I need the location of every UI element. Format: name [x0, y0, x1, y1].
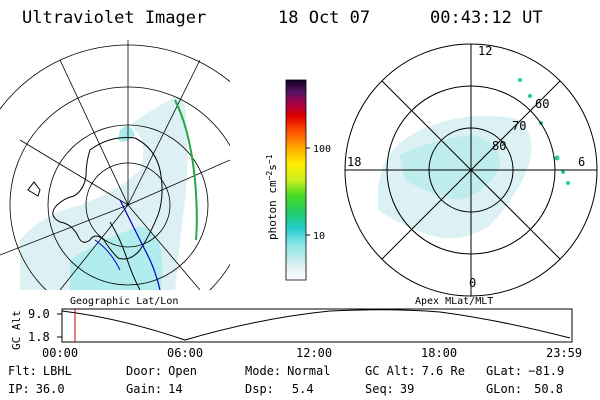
orbit-axis-title: GC Alt [10, 310, 23, 350]
date-label: 18 Oct 07 [278, 8, 370, 28]
glon-field: GLon: 50.8 [486, 382, 563, 396]
orbit-xtick-1200: 12:00 [296, 346, 332, 360]
mode-field: Mode: Normal [245, 364, 330, 378]
app-title: Ultraviolet Imager [22, 8, 206, 28]
seq-field: Seq: 39 [365, 382, 414, 396]
mlat-70-label: 70 [512, 119, 526, 133]
geographic-caption: Geographic Lat/Lon [70, 296, 178, 307]
ip-field: IP: 36.0 [8, 382, 65, 396]
flt-field: Flt: LBHL [8, 364, 72, 378]
orbit-xtick-0000: 00:00 [42, 346, 78, 360]
mlat-60-label: 60 [535, 97, 549, 111]
door-field: Door: Open [126, 364, 197, 378]
orbit-ytick-bottom: 1.8 [28, 330, 50, 344]
colorbar-tick-100: 100 [313, 144, 331, 155]
orbit-xtick-2359: 23:59 [546, 346, 582, 360]
mlat-80-label: 80 [492, 139, 506, 153]
info-panel: Flt: LBHL IP: 36.0 Door: Open Gain: 14 Mode:… [8, 364, 564, 396]
mlt-18-label: 18 [347, 155, 361, 169]
orbit-xtick-1800: 18:00 [421, 346, 457, 360]
orbit-xtick-0600: 06:00 [167, 346, 203, 360]
colorbar-tick-10: 10 [313, 231, 325, 242]
dsp-field: Dsp: 5.4 [245, 382, 314, 396]
gain-field: Gain: 14 [126, 382, 183, 396]
polar-plot: 12 18 6 0 60 70 80 [344, 43, 598, 297]
mlt-12-label: 12 [478, 44, 492, 58]
glat-field: GLat: −81.9 [486, 364, 564, 378]
colorbar-unit-label: photon cm−2s−1 [265, 154, 279, 240]
orbit-plot: GC Alt 9.0 1.8 00:00 06:00 12:00 18:00 2… [10, 307, 582, 360]
time-label: 00:43:12 UT [430, 8, 543, 28]
orbit-ytick-top: 9.0 [28, 307, 50, 321]
mlt-0-label: 0 [469, 276, 476, 290]
apex-caption: Apex MLat/MLT [415, 296, 493, 307]
mlt-6-label: 6 [578, 155, 585, 169]
colorbar [285, 79, 307, 281]
gcalt-field: GC Alt: 7.6 Re [365, 364, 465, 378]
geographic-map [0, 40, 230, 290]
